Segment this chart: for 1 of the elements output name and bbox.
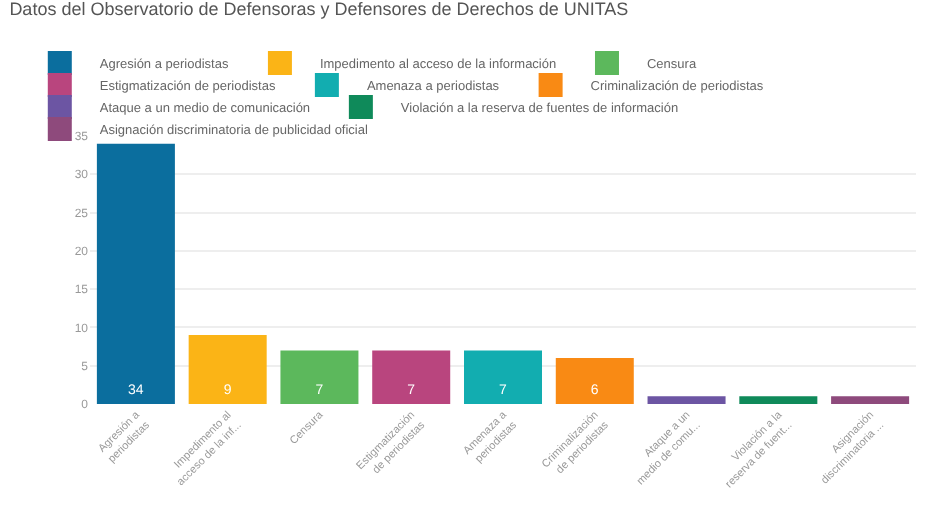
chart-title: Datos del Observatorio de Defensoras y Defensores de Derechos de UNITAS [9, 0, 629, 20]
